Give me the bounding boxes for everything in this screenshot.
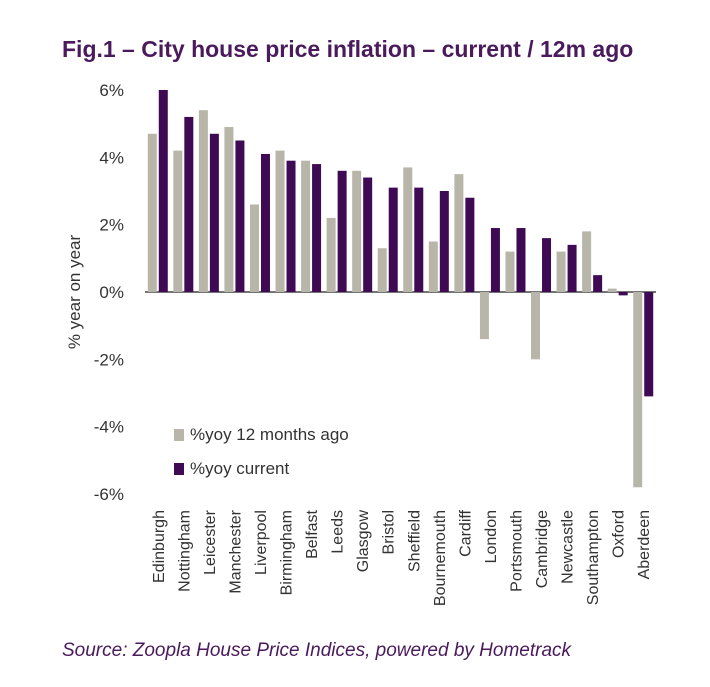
- category-label: London: [483, 510, 500, 563]
- category-label: Belfast: [304, 509, 321, 558]
- category-label: Portsmouth: [508, 510, 525, 592]
- bar-current-belfast: [312, 164, 322, 292]
- legend: %yoy 12 months ago %yoy current: [174, 425, 349, 478]
- bar-current-leicester: [209, 133, 219, 292]
- bar-prior-cambridge: [531, 292, 541, 360]
- chart-title: Fig.1 – City house price inflation – cur…: [62, 36, 634, 62]
- category-label: Sheffield: [406, 510, 423, 572]
- bar-prior-leeds: [326, 217, 336, 292]
- legend-label-prior: %yoy 12 months ago: [190, 425, 349, 444]
- legend-swatch-current: [174, 463, 184, 475]
- bar-prior-nottingham: [173, 150, 183, 292]
- bar-current-glasgow: [363, 177, 373, 292]
- bar-current-cambridge: [542, 238, 552, 292]
- bar-prior-glasgow: [352, 170, 362, 292]
- bar-prior-manchester: [224, 127, 234, 293]
- bar-current-london: [490, 228, 500, 292]
- category-label: Oxford: [611, 510, 628, 558]
- bar-current-cardiff: [465, 197, 475, 292]
- bar-current-edinburgh: [158, 90, 168, 292]
- category-label: Cambridge: [534, 510, 551, 588]
- bar-current-manchester: [235, 140, 245, 292]
- bar-current-sheffield: [414, 187, 424, 292]
- bar-current-newcastle: [567, 244, 577, 292]
- bar-current-aberdeen: [644, 292, 654, 397]
- labels: 6% 4% 2% 0% -2% -4% -6% % year on year Edinburgh…: [65, 81, 653, 606]
- category-label: Manchester: [227, 509, 244, 593]
- bar-prior-bristol: [377, 248, 387, 292]
- y-tick-label: 6%: [99, 81, 124, 100]
- category-label: Birmingham: [279, 510, 296, 595]
- category-label: Edinburgh: [151, 510, 168, 583]
- bar-prior-cardiff: [454, 174, 464, 292]
- y-tick-label: -4%: [94, 418, 124, 437]
- bar-current-bournemouth: [439, 191, 449, 292]
- category-label: Leeds: [330, 510, 347, 554]
- bar-chart: 6% 4% 2% 0% -2% -4% -6% % year on year Edinburgh…: [65, 81, 656, 606]
- bar-current-liverpool: [260, 153, 270, 292]
- bar-current-nottingham: [184, 116, 194, 292]
- bars: [147, 90, 654, 488]
- y-tick-label: 2%: [99, 216, 124, 235]
- bar-prior-birmingham: [275, 150, 285, 292]
- y-tick-label: 0%: [99, 283, 124, 302]
- bar-current-southampton: [593, 275, 603, 292]
- bar-prior-aberdeen: [633, 292, 643, 488]
- bar-prior-belfast: [301, 160, 311, 292]
- category-label: Liverpool: [253, 510, 270, 575]
- y-tick-label: 4%: [99, 148, 124, 167]
- y-axis-label: % year on year: [65, 234, 84, 349]
- bar-prior-oxford: [607, 288, 617, 292]
- category-label: Nottingham: [176, 510, 193, 592]
- category-label: Glasgow: [355, 510, 372, 573]
- bar-prior-liverpool: [249, 204, 259, 292]
- y-tick-label: -6%: [94, 485, 124, 504]
- category-label: Bournemouth: [432, 510, 449, 606]
- bar-prior-sheffield: [403, 167, 413, 292]
- legend-swatch-prior: [174, 429, 184, 441]
- bar-prior-bournemouth: [428, 241, 438, 292]
- category-label: Cardiff: [457, 509, 474, 556]
- bar-current-birmingham: [286, 160, 296, 292]
- bar-current-leeds: [337, 170, 347, 292]
- category-label: Bristol: [381, 510, 398, 554]
- source-note: Source: Zoopla House Price Indices, powe…: [62, 640, 572, 661]
- category-label: Aberdeen: [636, 510, 653, 579]
- bar-prior-leicester: [198, 110, 208, 292]
- legend-label-current: %yoy current: [190, 459, 289, 478]
- bar-current-oxford: [618, 292, 628, 296]
- bar-prior-newcastle: [556, 251, 566, 292]
- bar-current-bristol: [388, 187, 398, 292]
- category-label: Southampton: [585, 510, 602, 605]
- category-label: Leicester: [202, 509, 219, 575]
- bar-prior-portsmouth: [505, 251, 515, 292]
- y-tick-label: -2%: [94, 350, 124, 369]
- bar-current-portsmouth: [516, 228, 526, 292]
- category-label: Newcastle: [560, 510, 577, 584]
- bar-prior-london: [479, 292, 489, 340]
- bar-prior-southampton: [582, 231, 592, 292]
- bar-prior-edinburgh: [147, 133, 157, 292]
